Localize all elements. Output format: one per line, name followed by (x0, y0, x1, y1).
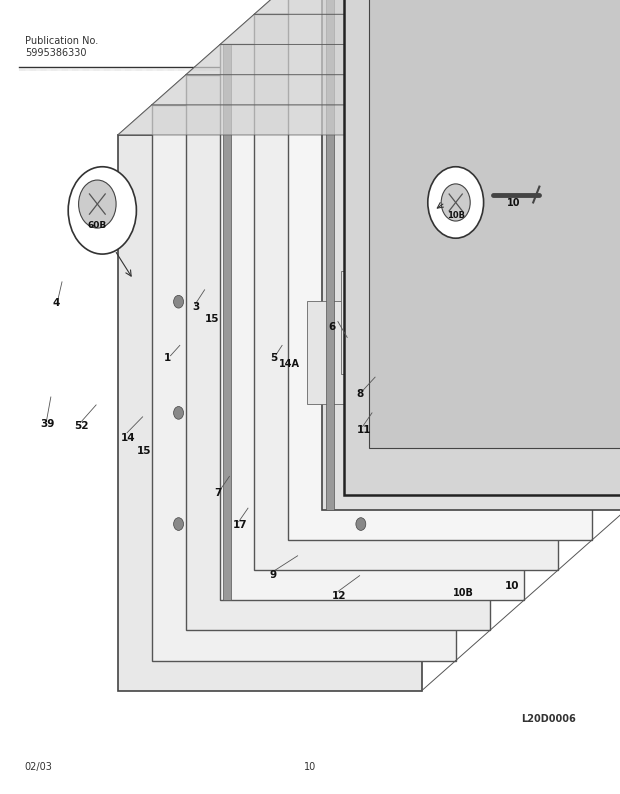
Text: 14A: 14A (279, 359, 300, 369)
Polygon shape (254, 0, 592, 14)
Circle shape (68, 167, 136, 254)
Text: 15: 15 (205, 314, 219, 324)
Polygon shape (356, 0, 620, 480)
Polygon shape (220, 14, 558, 44)
Text: 10B: 10B (453, 588, 474, 598)
Polygon shape (186, 44, 524, 75)
Text: 02/03: 02/03 (25, 761, 53, 772)
Polygon shape (288, 0, 592, 540)
Text: 10B: 10B (446, 211, 465, 221)
Polygon shape (375, 241, 437, 344)
Polygon shape (326, 0, 334, 510)
Circle shape (428, 167, 484, 238)
Polygon shape (369, 0, 620, 448)
Circle shape (356, 407, 366, 419)
Circle shape (174, 295, 184, 308)
Text: 9: 9 (270, 570, 277, 580)
Polygon shape (254, 14, 558, 570)
Text: eReplacementParts.com: eReplacementParts.com (234, 403, 386, 415)
Text: 4: 4 (53, 298, 60, 308)
Text: 12: 12 (332, 592, 346, 602)
Polygon shape (344, 0, 620, 495)
Text: 10: 10 (505, 581, 520, 592)
Text: 5: 5 (270, 353, 277, 364)
Polygon shape (322, 0, 620, 510)
Polygon shape (186, 75, 490, 630)
Text: DOOR: DOOR (290, 56, 330, 68)
Text: Publication No.: Publication No. (25, 36, 98, 46)
Polygon shape (118, 135, 422, 691)
Circle shape (356, 518, 366, 530)
Circle shape (441, 184, 470, 221)
Text: 11: 11 (356, 425, 371, 435)
Circle shape (79, 180, 116, 228)
Polygon shape (152, 105, 456, 661)
Text: 10: 10 (507, 198, 521, 209)
Text: 6: 6 (329, 322, 336, 332)
Polygon shape (223, 44, 231, 600)
Text: 5995386330: 5995386330 (25, 48, 86, 58)
Polygon shape (409, 210, 471, 314)
Text: 52: 52 (74, 421, 89, 431)
Text: 3: 3 (192, 302, 200, 312)
Text: 7: 7 (214, 488, 221, 499)
Polygon shape (152, 75, 490, 105)
Text: 1: 1 (164, 353, 172, 364)
Polygon shape (220, 44, 524, 600)
Circle shape (174, 407, 184, 419)
Text: 14: 14 (121, 433, 136, 443)
Text: 8: 8 (356, 389, 364, 399)
Text: 15: 15 (136, 446, 151, 457)
Text: 17: 17 (232, 520, 247, 530)
Polygon shape (341, 271, 403, 374)
Circle shape (356, 295, 366, 308)
Text: GLEF378C: GLEF378C (273, 36, 335, 46)
Text: 60B: 60B (87, 221, 107, 230)
Circle shape (174, 518, 184, 530)
Polygon shape (118, 105, 456, 135)
Text: 10: 10 (304, 761, 316, 772)
Text: L20D0006: L20D0006 (521, 714, 575, 724)
Polygon shape (307, 301, 369, 404)
Text: 39: 39 (40, 419, 55, 430)
